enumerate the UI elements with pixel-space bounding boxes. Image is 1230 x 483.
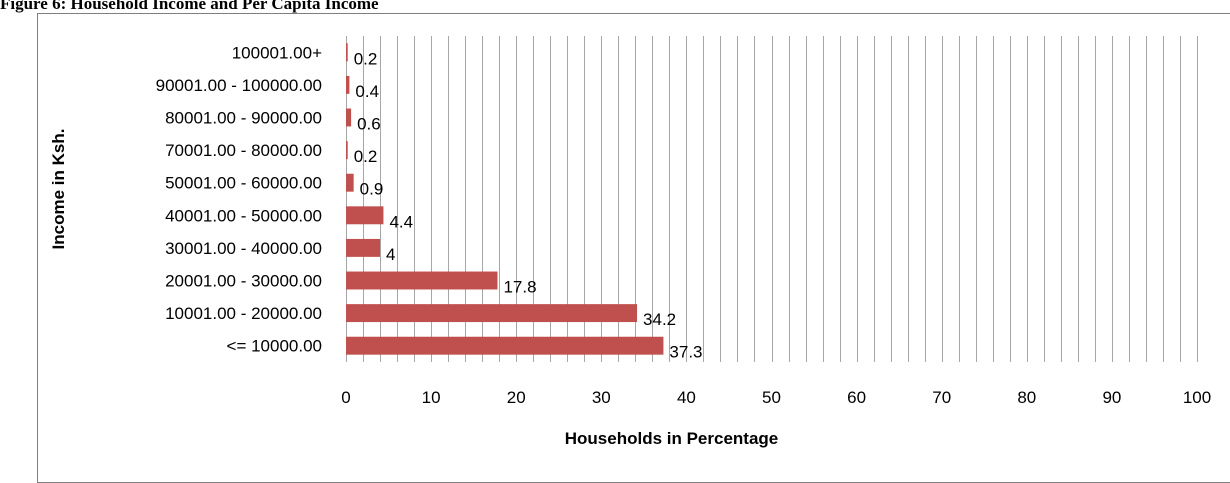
bar — [346, 173, 354, 192]
y-tick-label: 10001.00 - 20000.00 — [165, 304, 322, 323]
x-tick-label: 30 — [592, 388, 611, 407]
data-label: 4 — [386, 245, 395, 264]
x-tick-label: 100 — [1183, 388, 1211, 407]
bar — [346, 108, 352, 127]
x-tick-label: 40 — [677, 388, 696, 407]
x-tick-label: 80 — [1017, 388, 1036, 407]
bar — [346, 75, 350, 94]
y-tick-label: 70001.00 - 80000.00 — [165, 141, 322, 160]
x-tick-label: 60 — [847, 388, 866, 407]
y-tick-label: 20001.00 - 30000.00 — [165, 272, 322, 291]
data-labels: 37.3 34.2 17.8 4 4.4 0.9 0.2 0.6 0.4 0.2 — [354, 49, 703, 361]
bar — [346, 206, 384, 225]
data-label: 17.8 — [503, 278, 536, 297]
bar — [346, 304, 638, 323]
y-tick-label: 50001.00 - 60000.00 — [165, 174, 322, 193]
bar — [346, 43, 348, 62]
figure-title: Figure 6: Household Income and Per Capit… — [0, 0, 379, 13]
y-tick-labels: <= 10000.00 10001.00 - 20000.00 20001.00 -… — [156, 43, 322, 355]
y-tick-label: 30001.00 - 40000.00 — [165, 239, 322, 258]
x-tick-label: 50 — [762, 388, 781, 407]
bar — [346, 271, 498, 290]
bar — [346, 336, 664, 355]
y-tick-label: 100001.00+ — [232, 43, 322, 62]
x-tick-label: 20 — [507, 388, 526, 407]
data-label: 0.6 — [357, 115, 381, 134]
data-label: 0.2 — [354, 49, 378, 68]
y-axis-title: Income in Ksh. — [49, 129, 68, 250]
y-tick-label: 40001.00 - 50000.00 — [165, 206, 322, 225]
data-label: 34.2 — [643, 310, 676, 329]
x-tick-label: 70 — [932, 388, 951, 407]
data-label: 0.4 — [355, 82, 379, 101]
bars — [346, 43, 664, 355]
data-label: 4.4 — [389, 212, 413, 231]
x-tick-label: 0 — [341, 388, 350, 407]
y-tick-label: 90001.00 - 100000.00 — [156, 76, 322, 95]
y-tick-label: 80001.00 - 90000.00 — [165, 109, 322, 128]
data-label: 37.3 — [669, 343, 702, 362]
x-tick-label: 90 — [1102, 388, 1121, 407]
x-tick-labels: 0 10 20 30 40 50 60 70 80 90 100 — [341, 388, 1211, 407]
bar — [346, 141, 348, 160]
bar — [346, 238, 381, 257]
data-label: 0.2 — [354, 147, 378, 166]
data-label: 0.9 — [360, 180, 384, 199]
x-tick-label: 10 — [422, 388, 441, 407]
y-tick-label: <= 10000.00 — [227, 337, 322, 356]
x-axis-title: Households in Percentage — [565, 429, 779, 448]
